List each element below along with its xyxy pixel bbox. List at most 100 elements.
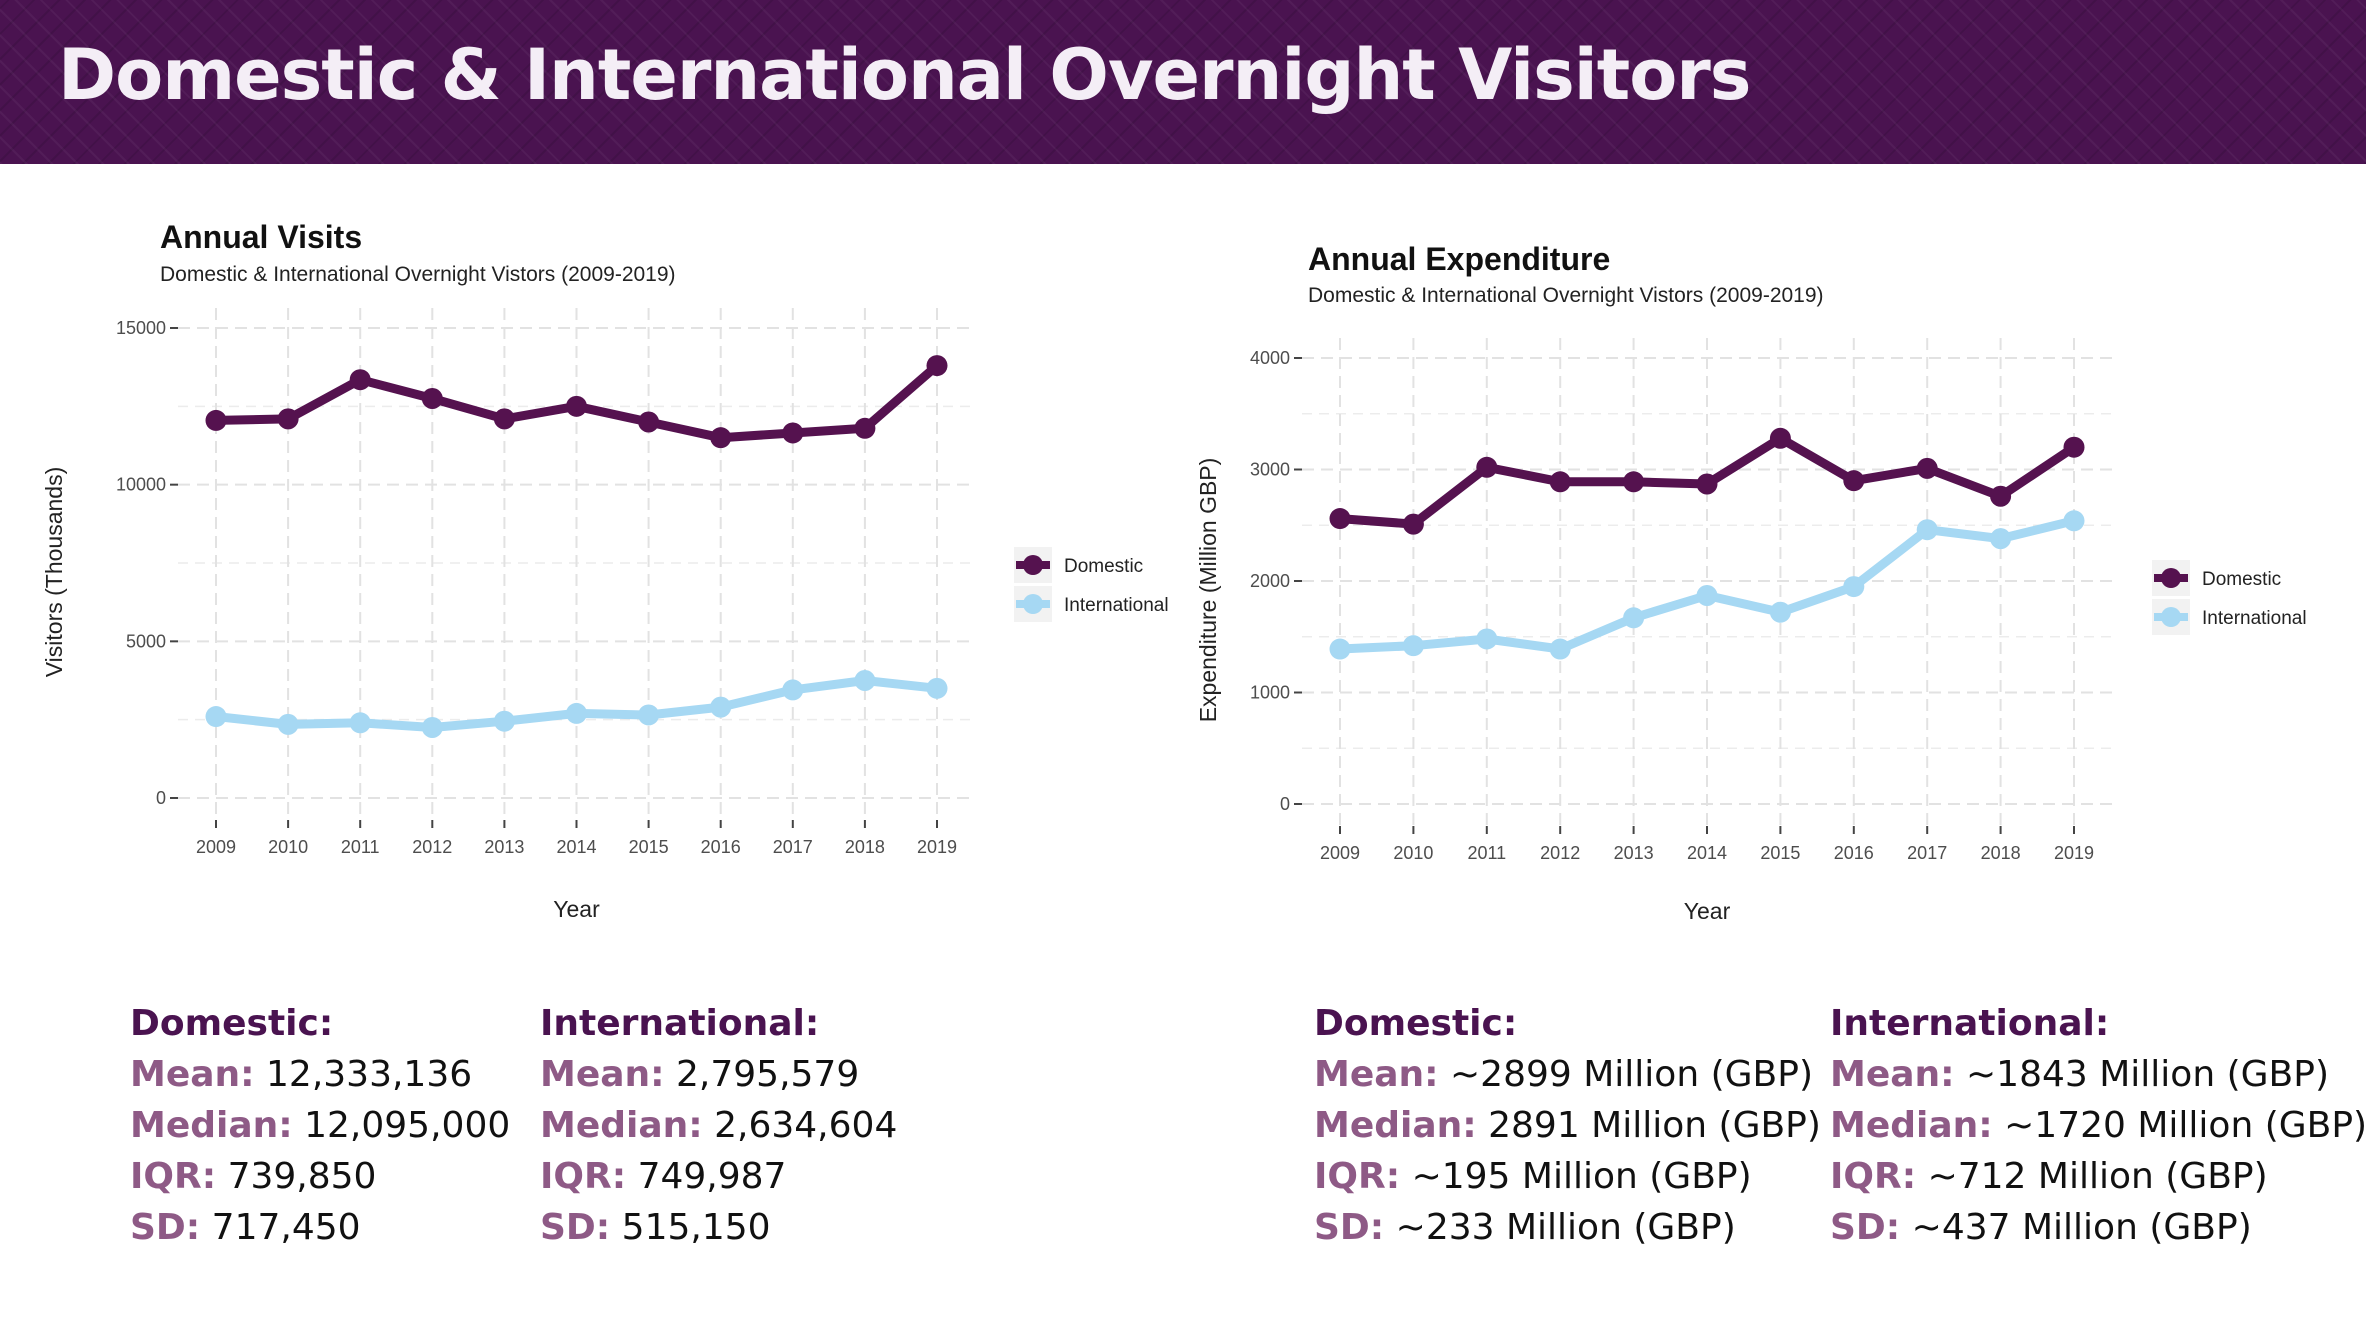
data-point	[1549, 471, 1571, 493]
legend-key-point	[1023, 594, 1043, 614]
stat-label: SD:	[540, 1207, 611, 1248]
stat-value: ~712 Million (GBP)	[1927, 1156, 2268, 1197]
chart-title: Annual Expenditure	[1308, 241, 1610, 277]
stat-sd: SD: ~233 Million (GBP)	[1314, 1202, 1821, 1253]
stat-median: Median: 2891 Million (GBP)	[1314, 1100, 1821, 1151]
data-point	[1549, 638, 1571, 660]
data-point	[421, 388, 443, 409]
stat-median: Median: ~1720 Million (GBP)	[1830, 1100, 2366, 1151]
series-domestic	[1329, 427, 2085, 535]
x-tick-label: 2018	[845, 837, 885, 857]
stat-label: Median:	[1314, 1105, 1477, 1146]
x-tick-label: 2009	[196, 837, 236, 857]
x-tick-label: 2011	[341, 837, 380, 857]
x-tick-label: 2017	[1907, 843, 1947, 863]
stat-value: 515,150	[621, 1207, 771, 1248]
data-point	[1402, 635, 1424, 657]
x-tick-label: 2011	[1467, 843, 1506, 863]
stat-value: 2,634,604	[714, 1105, 898, 1146]
stat-value: 717,450	[211, 1207, 361, 1248]
stat-label: Mean:	[130, 1054, 255, 1095]
x-axis-title: Year	[553, 896, 600, 922]
x-tick-label: 2015	[629, 837, 669, 857]
data-point	[1402, 513, 1424, 535]
data-point	[638, 411, 660, 433]
data-point	[1769, 427, 1791, 449]
data-point	[1843, 576, 1865, 598]
data-point	[638, 704, 660, 726]
gridlines	[1302, 338, 2112, 826]
data-point	[782, 422, 804, 444]
data-point	[277, 408, 299, 430]
expenditure-international-stats: International: Mean: ~1843 Million (GBP)…	[1830, 998, 2366, 1253]
data-point	[566, 702, 587, 724]
series-domestic	[205, 355, 948, 449]
y-tick-label: 0	[1280, 794, 1290, 814]
stat-label: IQR:	[540, 1156, 627, 1197]
expenditure-domestic-stats: Domestic: Mean: ~2899 Million (GBP) Medi…	[1314, 998, 1821, 1253]
x-tick-label: 2018	[1981, 843, 2021, 863]
legend-key-point	[2161, 568, 2181, 588]
stat-iqr: IQR: ~195 Million (GBP)	[1314, 1151, 1821, 1202]
x-tick-label: 2012	[412, 837, 452, 857]
chart-subtitle: Domestic & International Overnight Visto…	[160, 263, 676, 286]
stat-label: Median:	[540, 1105, 703, 1146]
stat-value: 2,795,579	[676, 1054, 860, 1095]
x-tick-label: 2013	[1614, 843, 1654, 863]
y-tick-label: 0	[156, 788, 166, 808]
data-point	[1696, 584, 1718, 606]
data-point	[710, 696, 732, 718]
x-tick-label: 2017	[773, 837, 813, 857]
y-tick-label: 1000	[1250, 683, 1290, 703]
stat-value: 739,850	[227, 1156, 377, 1197]
x-tick-label: 2012	[1540, 843, 1580, 863]
stat-sd: SD: 515,150	[540, 1202, 897, 1253]
annual-visits-chart: 0 5000 10000 15000 2009 2010 2011 2012 2013 2014 2…	[41, 219, 1169, 922]
x-tick-label: 2009	[1320, 843, 1360, 863]
data-point	[1623, 607, 1645, 629]
stat-label: Median:	[1830, 1105, 1993, 1146]
stat-iqr: IQR: 749,987	[540, 1151, 897, 1202]
data-point	[782, 679, 804, 701]
legend: Domestic International	[1014, 547, 1169, 622]
data-point	[2063, 436, 2085, 458]
page-title: Domestic & International Overnight Visit…	[58, 34, 1751, 116]
x-tick-label: 2014	[1687, 843, 1727, 863]
y-tick-label: 4000	[1250, 348, 1290, 368]
stat-value: ~437 Million (GBP)	[1911, 1207, 2252, 1248]
stat-heading: Domestic:	[130, 1003, 334, 1044]
stat-label: Mean:	[1314, 1054, 1439, 1095]
title-banner: Domestic & International Overnight Visit…	[0, 0, 2366, 164]
data-point	[1476, 456, 1498, 478]
y-axis-title: Expenditure (Million GBP)	[1195, 458, 1221, 723]
stat-median: Median: 12,095,000	[130, 1100, 510, 1151]
data-point	[854, 670, 876, 691]
stat-label: SD:	[130, 1207, 201, 1248]
stat-label: SD:	[1830, 1207, 1901, 1248]
stat-value: 12,095,000	[304, 1105, 511, 1146]
stat-iqr: IQR: ~712 Million (GBP)	[1830, 1151, 2366, 1202]
data-point	[2063, 510, 2085, 532]
stat-value: ~1843 Million (GBP)	[1966, 1054, 2329, 1095]
stat-median: Median: 2,634,604	[540, 1100, 897, 1151]
stat-label: IQR:	[130, 1156, 217, 1197]
legend-key-point	[1023, 555, 1043, 575]
data-point	[205, 409, 227, 431]
legend-label: Domestic	[2202, 569, 2281, 590]
legend-key-point	[2161, 607, 2181, 627]
stat-heading: Domestic:	[1314, 1003, 1518, 1044]
data-point	[277, 713, 299, 735]
stat-value: ~195 Million (GBP)	[1411, 1156, 1752, 1197]
stat-value: 12,333,136	[266, 1054, 473, 1095]
stat-mean: Mean: ~2899 Million (GBP)	[1314, 1049, 1821, 1100]
data-point	[1916, 519, 1938, 541]
series-international	[1329, 510, 2085, 660]
y-tick-label: 15000	[116, 318, 166, 338]
legend: Domestic International	[2152, 560, 2307, 635]
x-tick-label: 2015	[1760, 843, 1800, 863]
y-tick-label: 3000	[1250, 460, 1290, 480]
legend-label: International	[2202, 608, 2307, 629]
x-tick-label: 2013	[484, 837, 524, 857]
stat-label: Mean:	[1830, 1054, 1955, 1095]
data-point	[1696, 473, 1718, 495]
